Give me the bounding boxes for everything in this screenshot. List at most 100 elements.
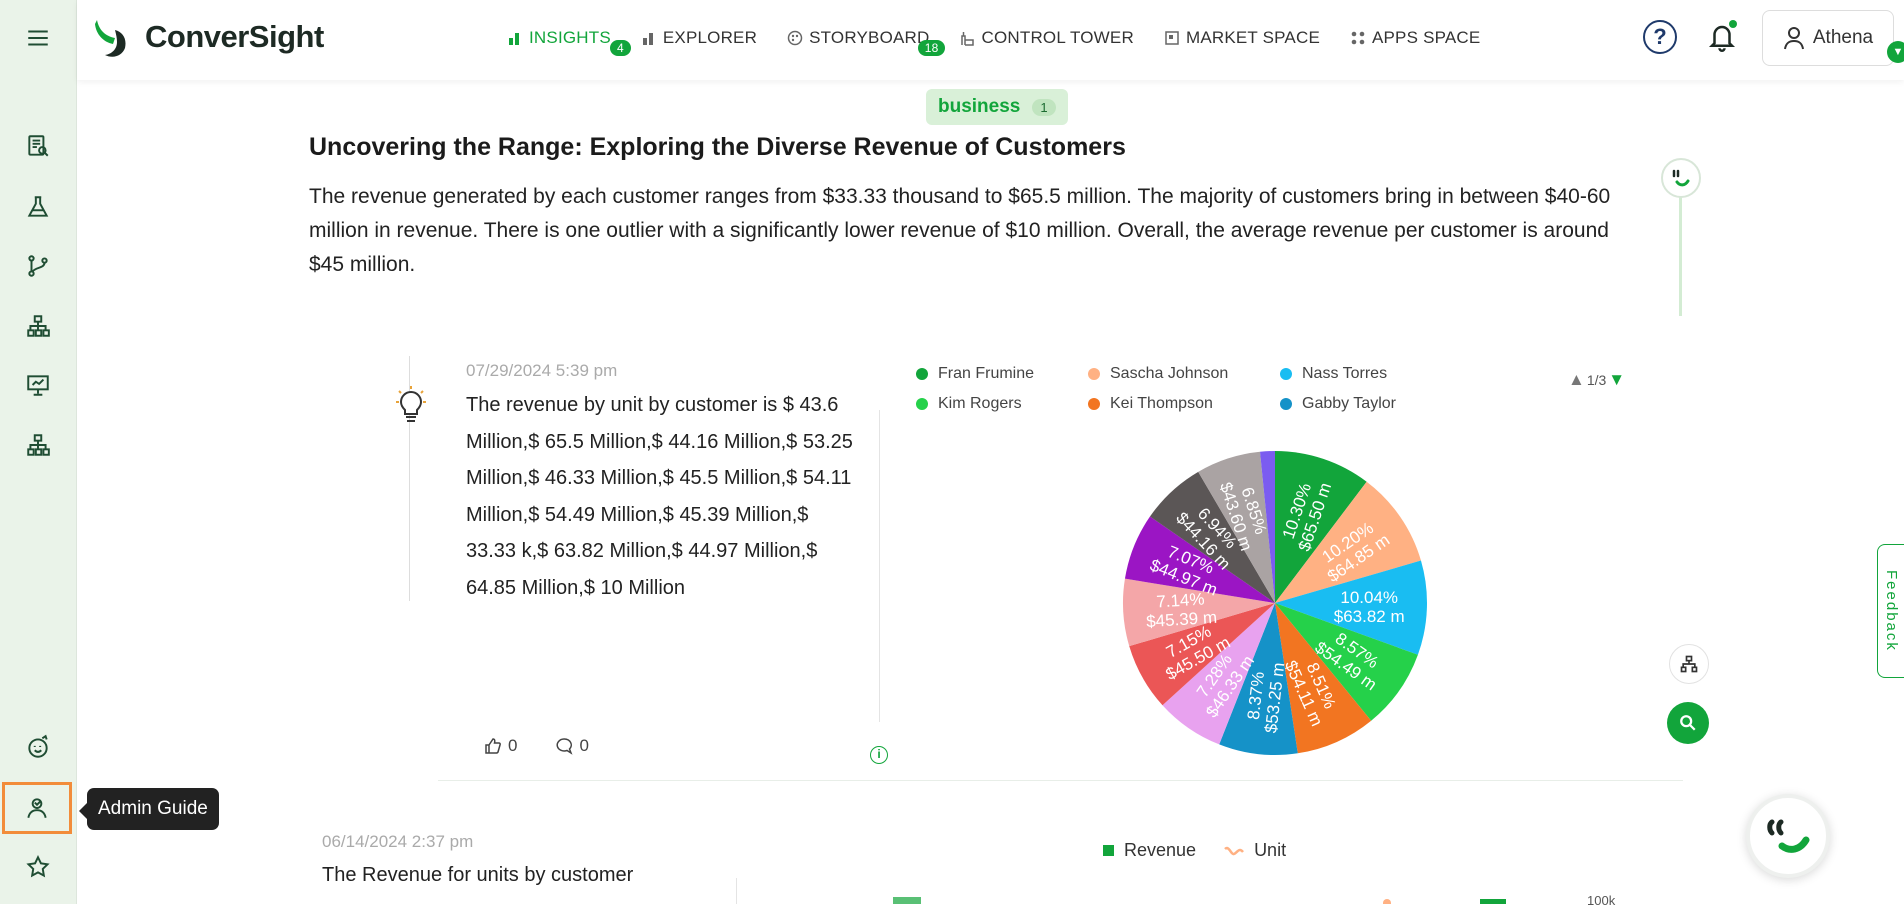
legend-item[interactable]: Kei Thompson bbox=[1088, 395, 1280, 413]
chart-legend: Fran Frumine Sascha Johnson Nass Torres … bbox=[916, 365, 1436, 413]
branch-icon[interactable] bbox=[14, 242, 62, 290]
pie-slice[interactable] bbox=[1275, 603, 1418, 721]
nav-explorer[interactable]: EXPLORER bbox=[641, 28, 757, 48]
assistant-icon[interactable] bbox=[14, 723, 62, 771]
bar-chart-icon bbox=[509, 33, 519, 45]
hierarchy-icon[interactable] bbox=[14, 421, 62, 469]
partial-line-point bbox=[1383, 899, 1391, 904]
chatbot-launcher[interactable] bbox=[1746, 794, 1830, 878]
legend-label: Gabby Taylor bbox=[1302, 395, 1396, 412]
revenue-pie-chart: 10.30%$65.50 m10.20%$64.85 m10.04%$63.82… bbox=[1123, 451, 1427, 755]
pie-slice-label: 10.04%$63.82 m bbox=[1334, 588, 1405, 626]
hierarchy-view-button[interactable] bbox=[1669, 644, 1709, 684]
nav-insights-label: INSIGHTS bbox=[529, 28, 611, 47]
insight-title: Uncovering the Range: Exploring the Dive… bbox=[309, 133, 1126, 161]
like-button[interactable]: 0 bbox=[484, 736, 517, 756]
pie-slice-value: $63.82 m bbox=[1334, 607, 1405, 626]
pie-slice[interactable] bbox=[1260, 451, 1275, 603]
user-menu[interactable]: Athena ▼ bbox=[1762, 10, 1904, 66]
nav-market-space[interactable]: MARKET SPACE bbox=[1164, 28, 1320, 48]
nav-apps-space[interactable]: APPS SPACE bbox=[1350, 28, 1480, 48]
card-divider bbox=[879, 410, 880, 722]
legend-next-icon[interactable]: ▼ bbox=[1608, 370, 1626, 389]
legend-prev-icon[interactable]: ▲ bbox=[1568, 370, 1585, 389]
legend-label: Nass Torres bbox=[1302, 365, 1388, 382]
assistant-face-icon bbox=[1767, 819, 1810, 853]
legend-item[interactable]: Gabby Taylor bbox=[1280, 395, 1430, 413]
pie-slice[interactable] bbox=[1275, 603, 1372, 754]
pie-slice[interactable] bbox=[1124, 516, 1275, 603]
legend-swatch bbox=[1280, 368, 1292, 380]
chevron-down-icon[interactable]: ▼ bbox=[1887, 41, 1904, 63]
user-icon bbox=[1783, 27, 1804, 50]
legend-label: Fran Frumine bbox=[938, 365, 1035, 382]
line-swatch-icon bbox=[1224, 846, 1245, 855]
axis-tick-label: 100k bbox=[1587, 893, 1616, 908]
menu-icon[interactable] bbox=[14, 14, 62, 62]
notification-dot bbox=[1729, 20, 1737, 28]
help-icon[interactable]: ? bbox=[1643, 20, 1677, 54]
nav-storyboard-badge: 18 bbox=[917, 40, 946, 56]
partial-bar bbox=[1480, 899, 1506, 904]
scroll-progress-track bbox=[1679, 192, 1682, 316]
legend-item[interactable]: Sascha Johnson bbox=[1088, 365, 1280, 383]
nav-explorer-label: EXPLORER bbox=[662, 28, 758, 47]
brand-name: ConverSight bbox=[145, 19, 324, 54]
star-icon[interactable] bbox=[14, 843, 62, 891]
insight-tag-label: business bbox=[938, 96, 1021, 117]
legend-swatch bbox=[916, 398, 928, 410]
nav-storyboard-label: STORYBOARD bbox=[809, 28, 930, 47]
hierarchy-icon[interactable] bbox=[14, 302, 62, 350]
legend-item[interactable]: Unit bbox=[1224, 840, 1286, 861]
pie-slice[interactable] bbox=[1149, 471, 1275, 603]
pie-slice[interactable] bbox=[1219, 603, 1298, 755]
nav-apps-space-label: APPS SPACE bbox=[1371, 28, 1481, 47]
pie-slice[interactable] bbox=[1162, 603, 1275, 745]
feedback-tab[interactable]: Feedback bbox=[1877, 544, 1904, 678]
legend-label: Revenue bbox=[1124, 840, 1197, 860]
pie-slice[interactable] bbox=[1198, 451, 1275, 603]
nav-storyboard[interactable]: STORYBOARD 18 bbox=[787, 28, 946, 56]
pie-slice[interactable] bbox=[1129, 603, 1275, 706]
pie-slice-label: 8.37%$53.25 m bbox=[1244, 662, 1288, 735]
admin-guide-icon[interactable] bbox=[2, 782, 72, 834]
conversight-logo-icon bbox=[95, 20, 126, 57]
legend-item[interactable]: Revenue bbox=[1103, 840, 1196, 861]
insight-tag[interactable]: business 1 bbox=[926, 89, 1068, 125]
zoom-search-button[interactable] bbox=[1667, 702, 1709, 744]
pie-slice[interactable] bbox=[1123, 578, 1275, 647]
card-divider bbox=[736, 878, 737, 904]
nav-insights[interactable]: INSIGHTS 4 bbox=[507, 28, 631, 56]
bar-chart-icon bbox=[642, 33, 653, 45]
legend-item[interactable]: Fran Frumine bbox=[916, 365, 1088, 383]
legend-swatch bbox=[916, 368, 928, 380]
info-icon[interactable]: i bbox=[870, 746, 888, 764]
brand-logo[interactable]: ConverSight bbox=[91, 16, 324, 58]
scroll-progress-knob[interactable] bbox=[1661, 158, 1701, 198]
legend-label: Sascha Johnson bbox=[1110, 365, 1229, 382]
legend-swatch bbox=[1103, 845, 1114, 856]
tower-icon bbox=[961, 32, 975, 46]
insight-narrative: The revenue by unit by customer is $ 43.… bbox=[466, 394, 853, 599]
pie-slice[interactable] bbox=[1275, 560, 1427, 655]
search-icon bbox=[1680, 715, 1696, 731]
pie-slice[interactable] bbox=[1275, 481, 1421, 603]
nav-control-tower[interactable]: CONTROL TOWER bbox=[959, 28, 1134, 48]
palette-icon bbox=[787, 30, 803, 46]
presentation-icon[interactable] bbox=[14, 361, 62, 409]
timeline-line bbox=[409, 356, 410, 601]
legend-label: Kei Thompson bbox=[1110, 395, 1213, 412]
legend-item[interactable]: Kim Rogers bbox=[916, 395, 1088, 413]
grid-icon bbox=[1351, 31, 1365, 45]
notification-bell-icon[interactable] bbox=[1707, 20, 1739, 56]
legend-item[interactable]: Nass Torres bbox=[1280, 365, 1430, 383]
comment-button[interactable]: 0 bbox=[555, 736, 589, 756]
store-icon bbox=[1165, 31, 1179, 45]
pie-slice-percent: 7.14% bbox=[1156, 589, 1205, 611]
top-header: ConverSight INSIGHTS 4 EXPLORER STORYBOA… bbox=[77, 0, 1904, 80]
report-search-icon[interactable] bbox=[14, 122, 62, 170]
partial-bar bbox=[893, 897, 921, 904]
flask-icon[interactable] bbox=[14, 183, 62, 231]
pie-slice[interactable] bbox=[1275, 451, 1367, 603]
admin-guide-tooltip: Admin Guide bbox=[79, 788, 219, 830]
